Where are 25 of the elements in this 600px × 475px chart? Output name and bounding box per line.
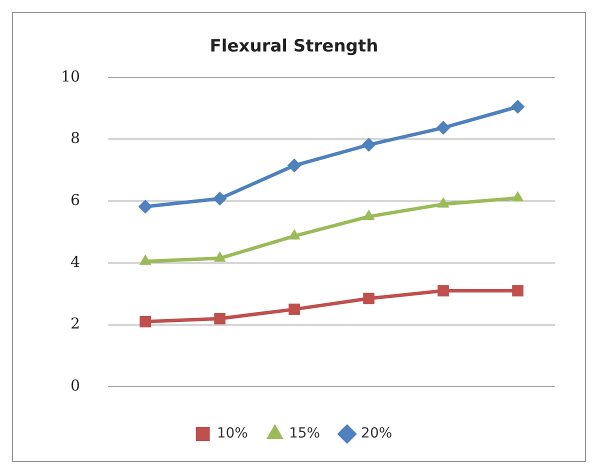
point (212, 192, 227, 206)
point (437, 197, 450, 208)
legend-label: 20% (361, 426, 392, 442)
y-tick-label: 0 (70, 376, 80, 394)
chart-title: Flexural Strength (210, 36, 378, 57)
legend-label: 10% (216, 426, 248, 442)
point (510, 100, 525, 114)
y-tick-label: 2 (70, 314, 80, 333)
point (512, 285, 524, 296)
point (362, 138, 376, 152)
point (438, 285, 449, 296)
y-tick-label: 4 (70, 252, 80, 271)
y-tick-label: 8 (70, 129, 80, 148)
point (288, 229, 300, 240)
y-tick-label: 6 (70, 190, 80, 209)
point (363, 292, 374, 304)
point (287, 158, 302, 173)
point (214, 312, 226, 324)
point (362, 210, 375, 220)
legend-label: 15% (288, 426, 320, 442)
y-tick-label: 10 (60, 67, 80, 86)
point (138, 200, 152, 214)
point (140, 316, 151, 328)
point (288, 304, 300, 315)
point (436, 120, 450, 135)
